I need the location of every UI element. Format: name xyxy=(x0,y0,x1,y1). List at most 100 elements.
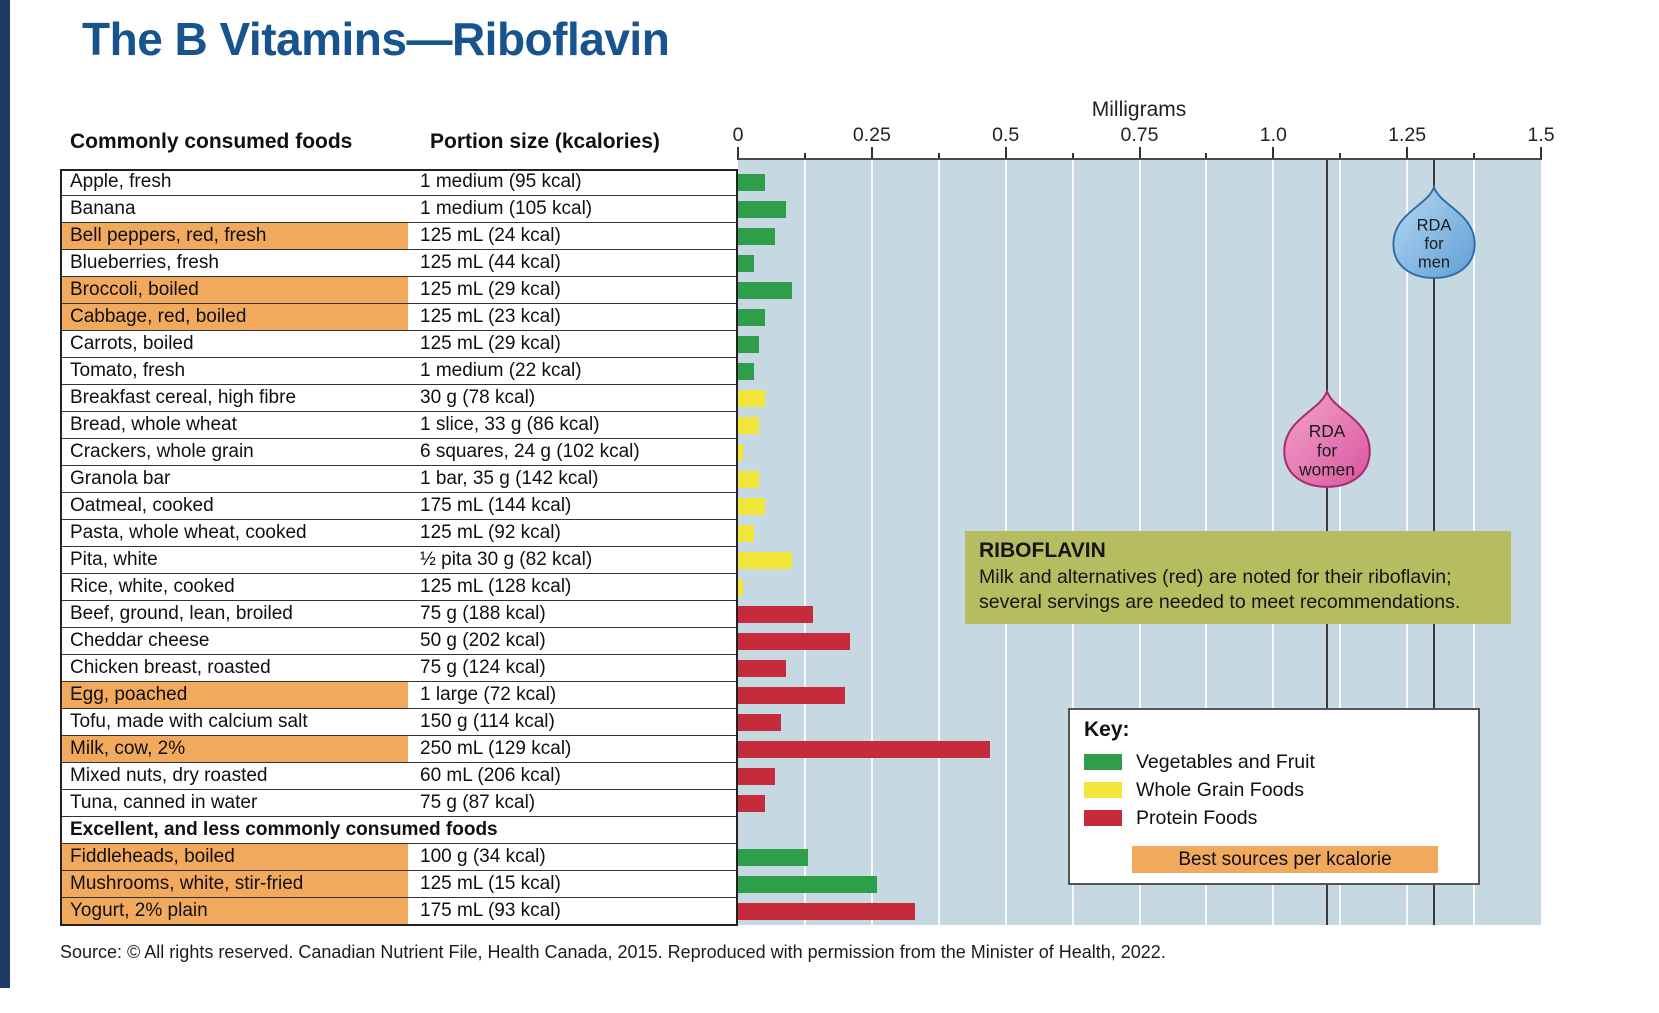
key-item: Protein Foods xyxy=(1084,804,1478,832)
riboflavin-bar xyxy=(738,903,915,920)
portion-size: 1 medium (22 kcal) xyxy=(408,358,738,385)
table-row: Granola bar 1 bar, 35 g (142 kcal) xyxy=(60,466,1541,493)
portion-size: 175 mL (144 kcal) xyxy=(408,493,738,520)
portion-size: 150 g (114 kcal) xyxy=(408,709,738,736)
portion-size: 60 mL (206 kcal) xyxy=(408,763,738,790)
riboflavin-bar xyxy=(738,228,775,245)
portion-size: 125 mL (92 kcal) xyxy=(408,520,738,547)
portion-size: 1 bar, 35 g (142 kcal) xyxy=(408,466,738,493)
riboflavin-bar xyxy=(738,255,754,272)
food-name: Mushrooms, white, stir-fried xyxy=(60,871,408,898)
riboflavin-bar xyxy=(738,525,754,542)
minor-tick xyxy=(1473,153,1476,160)
portion-size: 6 squares, 24 g (102 kcal) xyxy=(408,439,738,466)
portion-size: ½ pita 30 g (82 kcal) xyxy=(408,547,738,574)
food-name: Cabbage, red, boiled xyxy=(60,304,408,331)
riboflavin-bar xyxy=(738,687,845,704)
minor-tick xyxy=(1071,153,1074,160)
food-name: Yogurt, 2% plain xyxy=(60,898,408,925)
riboflavin-bar xyxy=(738,363,754,380)
table-row: Pita, white ½ pita 30 g (82 kcal) xyxy=(60,547,1541,574)
table-row: Tofu, made with calcium salt 150 g (114 k… xyxy=(60,709,1541,736)
protein-swatch xyxy=(1084,810,1122,826)
table-row: Apple, fresh 1 medium (95 kcal) xyxy=(60,169,1541,196)
key-item-label: Vegetables and Fruit xyxy=(1136,750,1315,773)
rda-men-label-line2: for xyxy=(1424,235,1444,253)
riboflavin-bar xyxy=(738,471,759,488)
portion-size: 75 g (188 kcal) xyxy=(408,601,738,628)
riboflavin-bar xyxy=(738,201,786,218)
table-row: Chicken breast, roasted 75 g (124 kcal) xyxy=(60,655,1541,682)
table-row: Breakfast cereal, high fibre 30 g (78 kca… xyxy=(60,385,1541,412)
food-name: Oatmeal, cooked xyxy=(60,493,408,520)
riboflavin-bar xyxy=(738,579,743,596)
food-name: Rice, white, cooked xyxy=(60,574,408,601)
food-name: Milk, cow, 2% xyxy=(60,736,408,763)
major-tick xyxy=(1406,147,1409,160)
major-tick xyxy=(1540,147,1542,160)
food-name: Tomato, fresh xyxy=(60,358,408,385)
food-name: Cheddar cheese xyxy=(60,628,408,655)
table-row: Mushrooms, white, stir-fried 125 mL (15 k… xyxy=(60,871,1541,898)
page-title: The B Vitamins—Riboflavin xyxy=(82,13,670,65)
rda-women-label-line1: RDA xyxy=(1309,421,1346,441)
food-name: Pita, white xyxy=(60,547,408,574)
key-legend: Key: Vegetables and Fruit Whole Grain Foo… xyxy=(1068,708,1480,885)
axis-tick-label: 1.25 xyxy=(1388,124,1427,146)
table-row: Rice, white, cooked 125 mL (128 kcal) xyxy=(60,574,1541,601)
key-item-label: Protein Foods xyxy=(1136,806,1258,829)
table-row: Tomato, fresh 1 medium (22 kcal) xyxy=(60,358,1541,385)
veg-swatch xyxy=(1084,754,1122,770)
table-row: Fiddleheads, boiled 100 g (34 kcal) xyxy=(60,844,1541,871)
portion-size: 125 mL (15 kcal) xyxy=(408,871,738,898)
minor-tick xyxy=(803,153,806,160)
riboflavin-bar xyxy=(738,552,792,569)
minor-tick xyxy=(937,153,940,160)
portion-size: 100 g (34 kcal) xyxy=(408,844,738,871)
portion-size: 1 medium (95 kcal) xyxy=(408,169,738,196)
axis-tick-label: 0 xyxy=(732,124,744,146)
key-best-sources: Best sources per kcalorie xyxy=(1132,846,1438,873)
portion-size: 125 mL (24 kcal) xyxy=(408,223,738,250)
riboflavin-bar xyxy=(738,606,813,623)
riboflavin-bar xyxy=(738,741,990,758)
portion-size: 125 mL (29 kcal) xyxy=(408,277,738,304)
note-text: Milk and alternatives (red) are noted fo… xyxy=(979,566,1461,613)
note-title: RIBOFLAVIN xyxy=(979,539,1106,562)
key-item: Vegetables and Fruit xyxy=(1084,748,1478,776)
portion-size: 125 mL (44 kcal) xyxy=(408,250,738,277)
table-row: Crackers, whole grain 6 squares, 24 g (10… xyxy=(60,439,1541,466)
table-row: Mixed nuts, dry roasted 60 mL (206 kcal) xyxy=(60,763,1541,790)
column-header-portion: Portion size (kcalories) xyxy=(430,130,660,153)
riboflavin-bar xyxy=(738,174,765,191)
portion-size: 125 mL (29 kcal) xyxy=(408,331,738,358)
food-name: Mixed nuts, dry roasted xyxy=(60,763,408,790)
axis-title: Milligrams xyxy=(1091,98,1187,121)
minor-tick xyxy=(1339,153,1342,160)
grain-swatch xyxy=(1084,782,1122,798)
riboflavin-bar xyxy=(738,282,792,299)
table-row: Egg, poached 1 large (72 kcal) xyxy=(60,682,1541,709)
riboflavin-bar xyxy=(738,390,765,407)
section-header-label: Excellent, and less commonly consumed fo… xyxy=(60,817,738,844)
table-row: Cabbage, red, boiled 125 mL (23 kcal) xyxy=(60,304,1541,331)
table-row: Beef, ground, lean, broiled 75 g (188 kca… xyxy=(60,601,1541,628)
section-header-row: Excellent, and less commonly consumed fo… xyxy=(60,817,1541,844)
major-tick xyxy=(870,147,873,160)
food-name: Beef, ground, lean, broiled xyxy=(60,601,408,628)
food-name: Bread, whole wheat xyxy=(60,412,408,439)
gridline xyxy=(937,160,940,925)
table-row: Cheddar cheese 50 g (202 kcal) xyxy=(60,628,1541,655)
column-header-foods: Commonly consumed foods xyxy=(70,130,353,153)
food-name: Egg, poached xyxy=(60,682,408,709)
key-items: Vegetables and Fruit Whole Grain Foods Pro… xyxy=(1070,748,1478,832)
portion-size: 125 mL (23 kcal) xyxy=(408,304,738,331)
portion-size: 75 g (87 kcal) xyxy=(408,790,738,817)
table-row: Tuna, canned in water 75 g (87 kcal) xyxy=(60,790,1541,817)
food-name: Tofu, made with calcium salt xyxy=(60,709,408,736)
source-attribution: Source: © All rights reserved. Canadian … xyxy=(60,942,1166,962)
major-tick xyxy=(1272,147,1275,160)
riboflavin-bar xyxy=(738,498,765,515)
axis-tick-label: 1.5 xyxy=(1527,124,1555,146)
